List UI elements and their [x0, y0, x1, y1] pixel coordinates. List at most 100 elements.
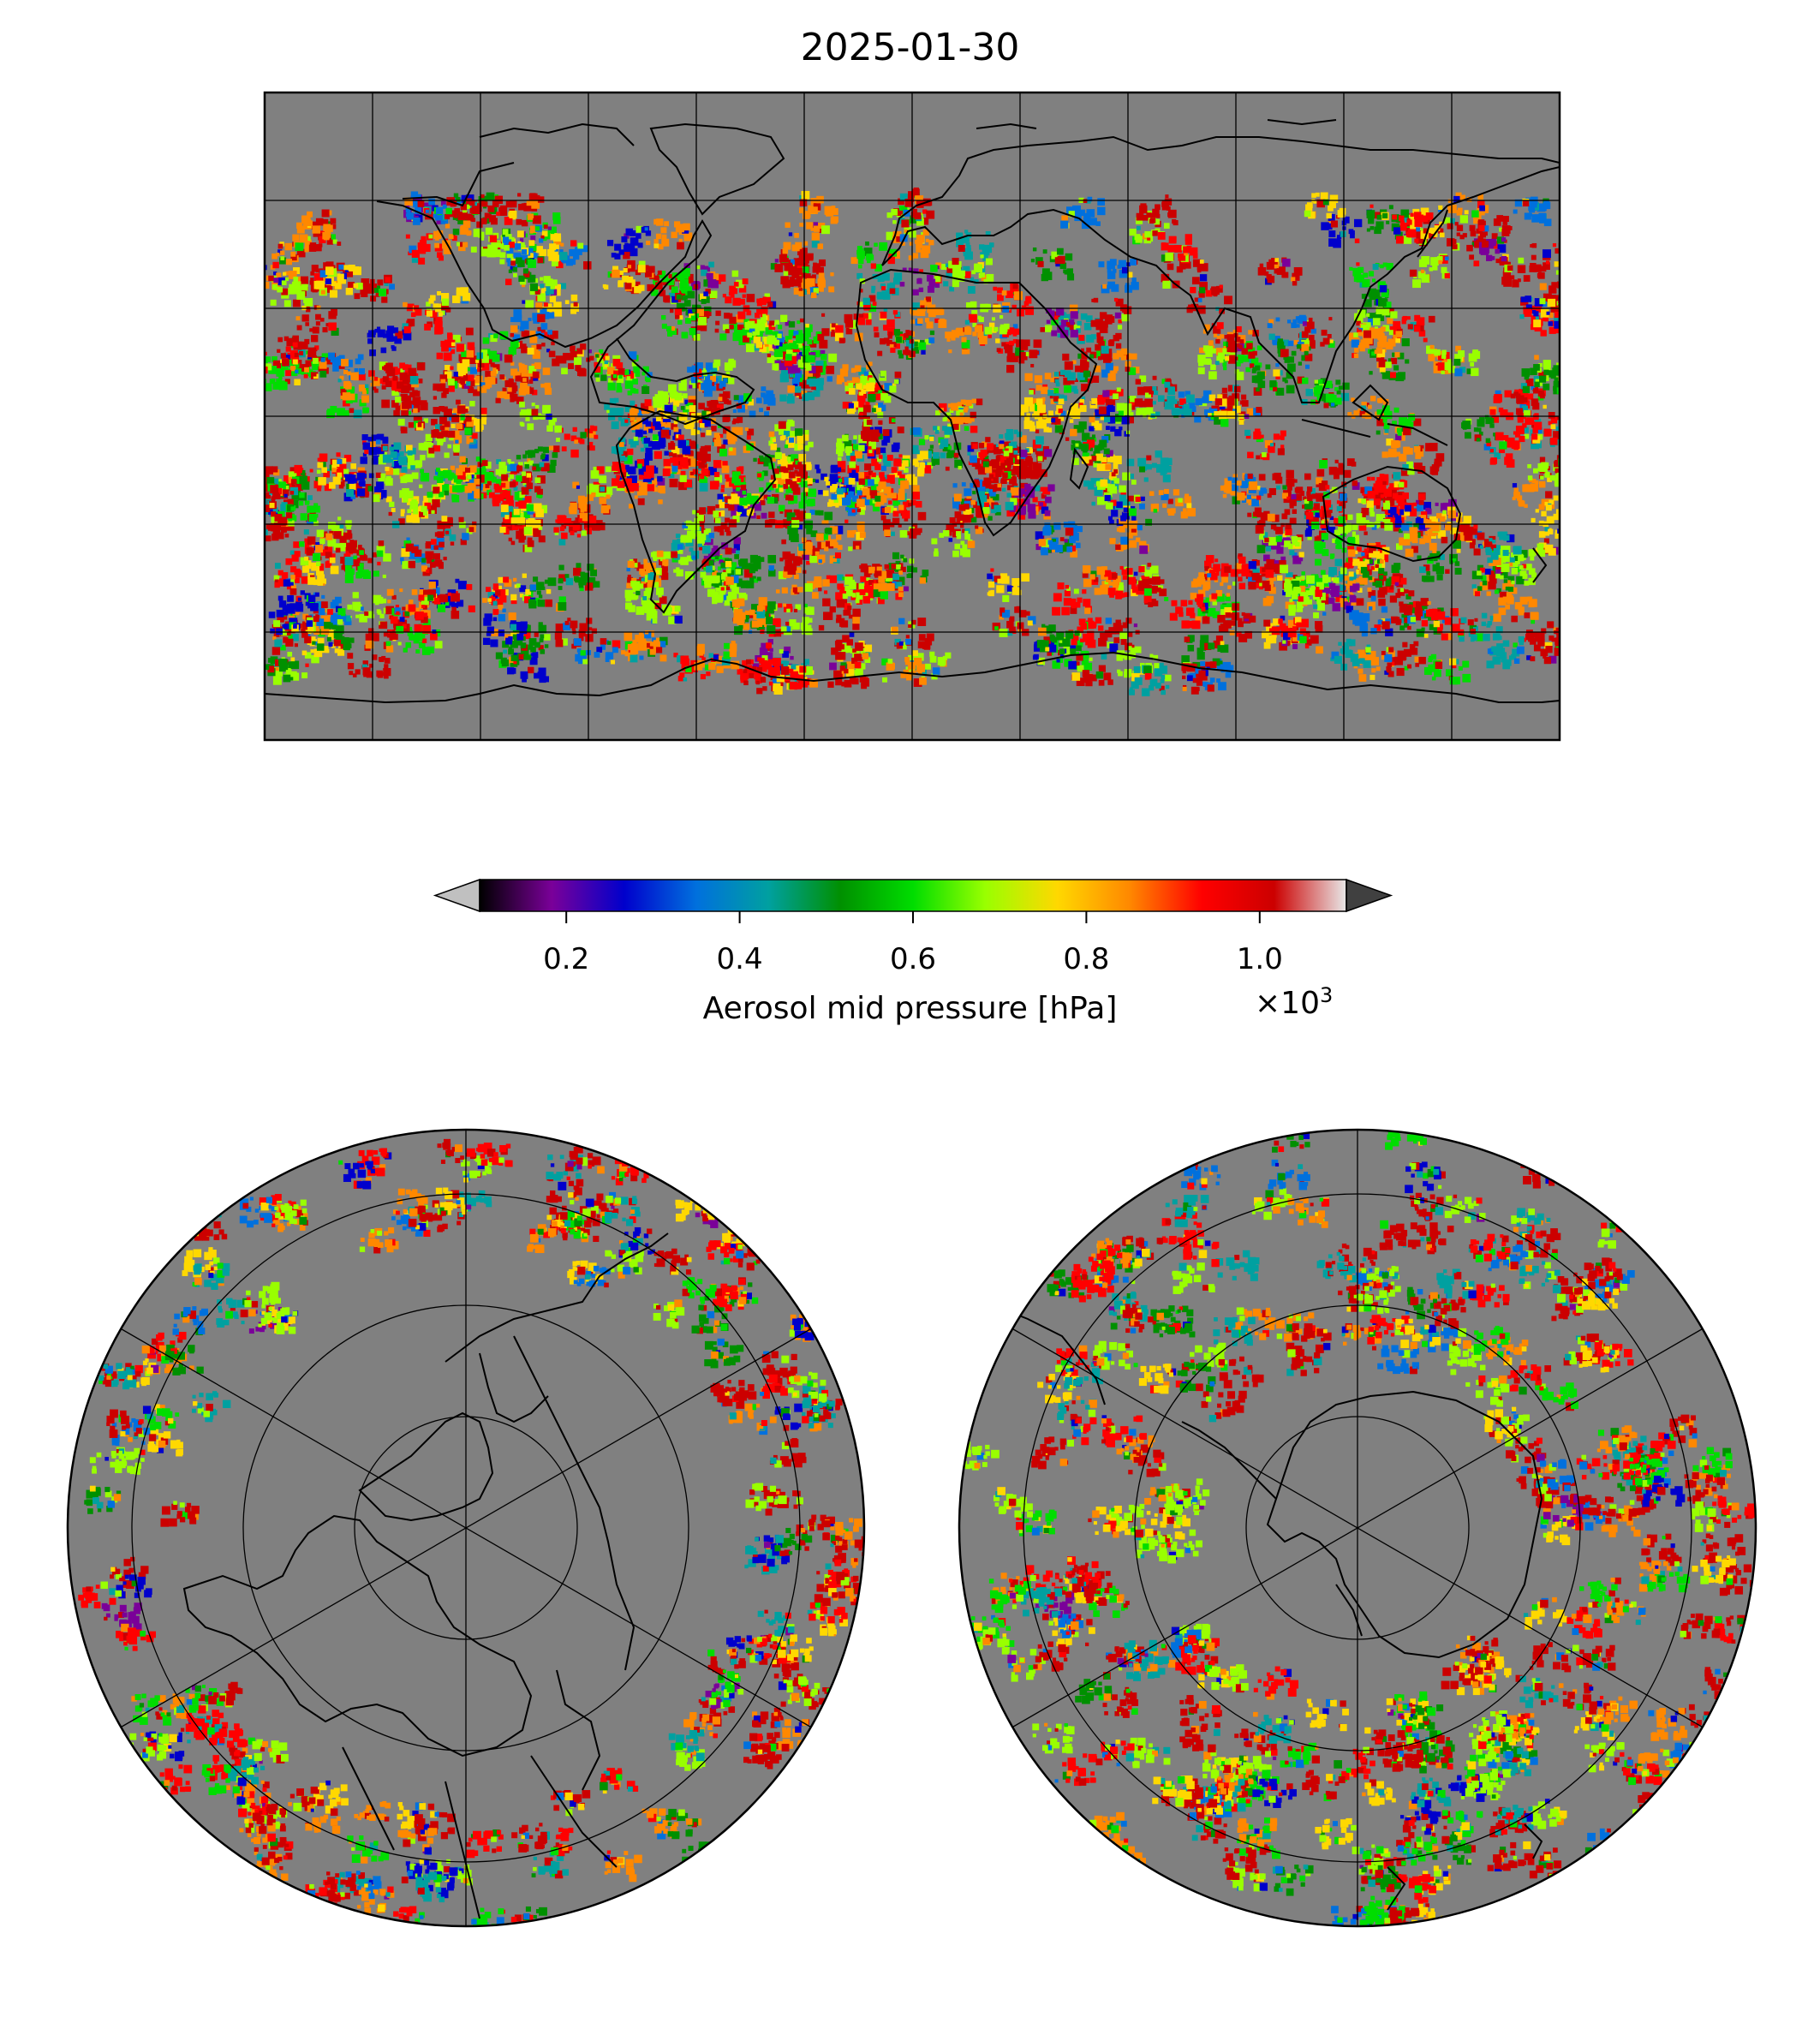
- aerosol-pixel: [1196, 647, 1203, 654]
- aerosol-pixel: [484, 377, 490, 383]
- aerosol-pixel: [922, 245, 931, 254]
- aerosol-pixel: [504, 393, 510, 400]
- aerosol-pixel: [636, 422, 642, 428]
- aerosol-pixel: [450, 349, 456, 355]
- aerosol-pixel: [846, 457, 851, 462]
- aerosol-pixel: [1543, 317, 1548, 322]
- aerosol-pixel: [837, 574, 844, 581]
- aerosol-pixel: [798, 501, 806, 509]
- aerosol-pixel: [892, 310, 898, 315]
- aerosol-pixel: [437, 438, 444, 445]
- aerosol-pixel: [473, 355, 480, 363]
- aerosol-pixel: [1273, 387, 1278, 392]
- aerosol-pixel: [768, 440, 774, 446]
- aerosol-pixel: [1399, 625, 1405, 631]
- aerosol-pixel: [477, 367, 482, 373]
- aerosol-pixel: [430, 545, 436, 550]
- aerosol-pixel: [1226, 405, 1233, 412]
- aerosol-pixel: [1071, 457, 1079, 466]
- aerosol-pixel: [1246, 408, 1255, 416]
- aerosol-pixel: [761, 392, 766, 397]
- aerosol-pixel: [405, 234, 410, 239]
- aerosol-pixel: [1292, 552, 1298, 558]
- aerosol-pixel: [856, 400, 865, 409]
- aerosol-pixel: [365, 633, 373, 641]
- aerosol-pixel: [644, 631, 652, 639]
- aerosol-pixel: [1367, 218, 1375, 224]
- aerosol-pixel: [1566, 644, 1575, 653]
- aerosol-pixel: [755, 341, 763, 349]
- aerosol-pixel: [964, 271, 971, 278]
- aerosol-pixel: [1352, 534, 1359, 542]
- aerosol-pixel: [1135, 217, 1143, 224]
- aerosol-pixel: [644, 600, 653, 608]
- aerosol-pixel: [911, 448, 917, 455]
- aerosol-pixel: [386, 588, 394, 596]
- aerosol-pixel: [1388, 205, 1393, 210]
- aerosol-pixel: [1178, 498, 1183, 503]
- aerosol-pixel: [1437, 628, 1443, 634]
- aerosol-pixel: [918, 439, 926, 445]
- aerosol-pixel: [922, 570, 929, 576]
- aerosol-pixel: [1113, 583, 1120, 591]
- aerosol-pixel: [367, 628, 374, 634]
- aerosol-pixel: [1287, 485, 1292, 491]
- aerosol-pixel: [1073, 324, 1081, 331]
- aerosol-pixel: [468, 374, 474, 381]
- aerosol-pixel: [1540, 648, 1548, 657]
- aerosol-pixel: [635, 634, 643, 643]
- aerosol-pixel: [1045, 325, 1053, 332]
- aerosol-pixel: [480, 362, 490, 371]
- aerosol-pixel: [1481, 612, 1488, 619]
- aerosol-pixel: [1087, 196, 1093, 202]
- aerosol-pixel: [376, 439, 381, 445]
- aerosol-pixel: [1213, 640, 1221, 649]
- aerosol-pixel: [1481, 621, 1486, 627]
- global-aerosol-field: [265, 187, 1575, 696]
- aerosol-pixel: [1065, 322, 1071, 326]
- aerosol-pixel: [973, 501, 980, 509]
- aerosol-pixel: [1073, 389, 1079, 394]
- aerosol-pixel: [1094, 577, 1099, 582]
- aerosol-pixel: [1421, 620, 1429, 627]
- aerosol-pixel: [433, 598, 441, 605]
- aerosol-pixel: [1265, 570, 1274, 578]
- aerosol-pixel: [444, 452, 450, 458]
- aerosol-pixel: [1116, 350, 1124, 358]
- aerosol-pixel: [724, 415, 731, 422]
- aerosol-pixel: [580, 571, 585, 577]
- aerosol-pixel: [284, 271, 289, 276]
- aerosol-pixel: [732, 515, 740, 522]
- aerosol-pixel: [1509, 275, 1515, 280]
- aerosol-pixel: [837, 461, 846, 469]
- aerosol-pixel: [277, 479, 282, 483]
- aerosol-pixel: [1162, 474, 1171, 483]
- aerosol-pixel: [1280, 430, 1286, 437]
- aerosol-pixel: [829, 575, 838, 583]
- aerosol-pixel: [289, 350, 298, 359]
- aerosol-pixel: [1423, 501, 1431, 510]
- aerosol-pixel: [1390, 311, 1398, 319]
- aerosol-pixel: [1196, 652, 1205, 660]
- aerosol-pixel: [1024, 373, 1033, 381]
- aerosol-pixel: [519, 238, 524, 242]
- aerosol-pixel: [581, 245, 588, 253]
- aerosol-pixel: [406, 537, 410, 541]
- aerosol-pixel: [428, 582, 436, 589]
- aerosol-pixel: [1426, 570, 1431, 576]
- aerosol-pixel: [295, 316, 301, 321]
- aerosol-pixel: [739, 509, 748, 517]
- global-map: [263, 91, 1575, 742]
- aerosol-pixel: [316, 305, 321, 310]
- aerosol-pixel: [451, 342, 456, 347]
- aerosol-pixel: [737, 505, 744, 512]
- aerosol-pixel: [543, 224, 548, 229]
- aerosol-pixel: [713, 359, 721, 367]
- aerosol-pixel: [1502, 583, 1509, 590]
- aerosol-pixel: [630, 646, 638, 654]
- aerosol-pixel: [1320, 570, 1326, 576]
- aerosol-pixel: [362, 407, 369, 414]
- aerosol-pixel: [1292, 541, 1296, 546]
- aerosol-pixel: [1296, 608, 1300, 612]
- aerosol-pixel: [504, 379, 512, 387]
